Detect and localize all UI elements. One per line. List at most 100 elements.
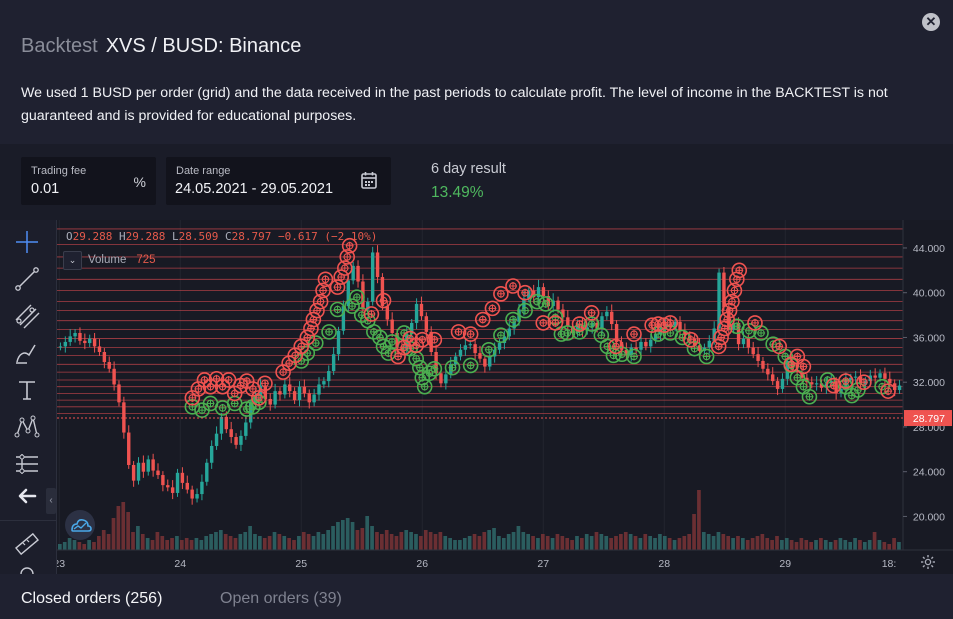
volume-bar <box>570 540 574 550</box>
low-value: 28.509 <box>178 230 219 243</box>
volume-bar <box>633 536 638 550</box>
price-chart[interactable]: ‹ 44.000 40.000 36.000 32.000 28.000 24.000 20… <box>0 220 953 574</box>
cloud-logo-icon <box>65 510 95 540</box>
candle-body <box>366 301 370 310</box>
candle-body <box>468 344 472 346</box>
price-axis-bg <box>903 220 953 574</box>
tab-open-orders[interactable]: Open orders (39) <box>220 590 342 607</box>
ohlc-legend: O29.288 H29.288 L28.509 C28.797 −0.617 (… <box>66 230 377 243</box>
sell-marker <box>795 358 812 375</box>
trend-line-icon[interactable] <box>13 265 41 293</box>
volume-bar <box>814 540 818 550</box>
sell-marker <box>305 311 322 328</box>
arrow-left-icon[interactable] <box>13 482 41 510</box>
candle-body <box>751 347 755 355</box>
ruler-icon[interactable] <box>13 530 41 558</box>
sell-marker <box>547 315 564 331</box>
tab-closed-orders[interactable]: Closed orders (256) <box>21 590 163 607</box>
candle-body <box>161 475 165 486</box>
volume-bar <box>175 536 179 550</box>
buy-marker <box>626 348 642 365</box>
volume-bar <box>67 538 72 550</box>
volume-bar <box>292 540 296 550</box>
last-price-tag <box>904 410 952 427</box>
gear-icon[interactable] <box>920 554 936 570</box>
candle-body <box>141 462 146 472</box>
candle-body <box>634 347 638 350</box>
candle-body <box>273 391 277 405</box>
sell-marker <box>583 305 600 321</box>
volume-bar <box>897 542 901 550</box>
sell-marker <box>856 374 872 391</box>
open-label: O <box>66 230 73 243</box>
volume-bar <box>311 536 316 550</box>
candle-body <box>478 353 482 359</box>
pattern-tool-icon[interactable] <box>13 413 41 441</box>
brush-icon[interactable] <box>13 339 41 367</box>
candle-body <box>224 416 229 430</box>
trading-fee-value[interactable]: 0.01 <box>31 181 60 197</box>
candle-body <box>297 386 302 401</box>
zoom-icon[interactable] <box>13 566 41 574</box>
chevron-down-icon[interactable]: ⌄ <box>63 250 82 270</box>
sell-marker <box>505 278 521 294</box>
candle-body <box>849 377 853 380</box>
candle-body <box>414 303 419 323</box>
date-range-value[interactable]: 24.05.2021 - 29.05.2021 <box>175 181 334 197</box>
candle-body <box>595 322 599 329</box>
volume-bar <box>653 538 657 550</box>
calendar-icon[interactable] <box>361 171 377 189</box>
sell-marker <box>363 306 380 322</box>
candle-body <box>175 472 180 493</box>
sell-marker <box>880 383 896 399</box>
date-range-field[interactable]: Date range 24.05.2021 - 29.05.2021 <box>166 157 391 205</box>
x-tick-label: 23 <box>57 558 65 570</box>
candle-body <box>619 341 624 350</box>
crosshair-icon[interactable] <box>13 228 41 256</box>
volume-bar <box>843 540 848 550</box>
candle-body <box>761 360 765 369</box>
volume-bar <box>394 536 399 550</box>
volume-bar <box>199 540 204 550</box>
controls-bar: Trading fee 0.01 % Date range 24.05.2021… <box>0 144 953 220</box>
candle-body <box>263 385 268 399</box>
prediction-tool-icon[interactable] <box>13 450 41 478</box>
sell-marker <box>837 373 854 389</box>
close-icon[interactable]: ✕ <box>922 13 940 31</box>
x-tick-label: 18: <box>882 558 897 570</box>
candle-body <box>439 373 443 384</box>
volume-bar <box>545 536 550 550</box>
volume-bar <box>238 534 243 550</box>
sell-marker <box>312 293 329 310</box>
candle-body <box>68 336 72 342</box>
volume-bar <box>345 518 350 550</box>
candle-body <box>209 445 214 463</box>
volume-bar <box>477 536 482 550</box>
volume-bar <box>443 536 448 550</box>
sell-marker <box>309 302 325 319</box>
candle-body <box>624 349 629 356</box>
volume-bar <box>833 540 838 550</box>
volume-bar <box>155 532 160 550</box>
sell-marker <box>662 315 679 331</box>
candle-body <box>385 306 390 320</box>
volume-bar <box>419 536 423 550</box>
volume-bar <box>555 534 560 550</box>
sell-marker <box>208 371 225 387</box>
volume-bar <box>604 536 609 550</box>
volume-bar <box>838 538 843 550</box>
toolbar-collapse-button[interactable]: ‹ <box>46 488 56 514</box>
chart-canvas[interactable]: 44.00040.00036.00032.00028.00024.00020.0… <box>57 220 953 574</box>
candle-body <box>483 358 487 367</box>
candle-body <box>127 432 131 465</box>
candle-body <box>541 287 546 297</box>
buy-marker <box>416 378 433 395</box>
x-tick-label: 24 <box>174 558 186 570</box>
volume-value: 725 <box>136 254 156 266</box>
volume-bar <box>277 534 282 550</box>
trading-fee-field[interactable]: Trading fee 0.01 % <box>21 157 156 205</box>
fib-tool-icon[interactable] <box>13 302 41 330</box>
text-tool-icon[interactable] <box>13 376 41 404</box>
buy-marker <box>480 341 497 358</box>
